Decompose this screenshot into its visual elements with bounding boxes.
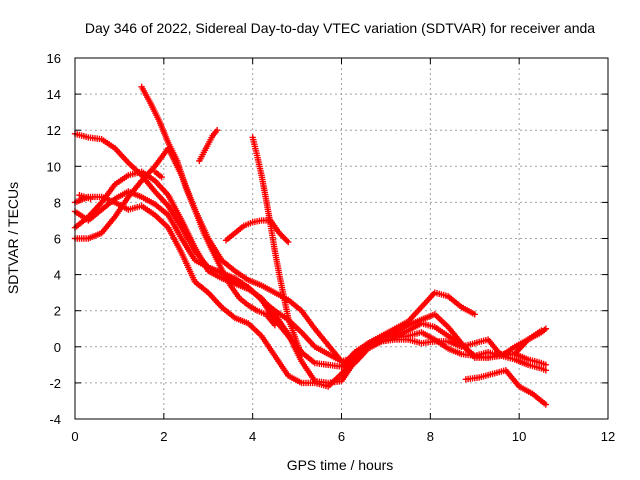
series-track-g bbox=[249, 134, 305, 358]
data-point bbox=[213, 127, 221, 134]
data-point bbox=[298, 350, 305, 358]
y-tick-label: 8 bbox=[54, 195, 61, 210]
y-tick-label: 4 bbox=[54, 268, 61, 283]
data-point bbox=[285, 238, 292, 246]
data-point bbox=[542, 325, 550, 332]
series-track-e bbox=[71, 193, 545, 390]
y-tick-label: 2 bbox=[54, 304, 61, 319]
y-tick-label: -2 bbox=[49, 376, 61, 391]
series-track-h bbox=[222, 217, 292, 246]
y-tick-label: -4 bbox=[49, 412, 61, 427]
data-point bbox=[542, 367, 550, 374]
x-axis-label: GPS time / hours bbox=[287, 457, 394, 473]
y-tick-label: 6 bbox=[54, 232, 61, 247]
data-point bbox=[283, 237, 290, 244]
data-marks bbox=[71, 83, 550, 408]
series-track-j bbox=[151, 168, 165, 181]
data-point bbox=[542, 401, 550, 408]
series-track-k bbox=[462, 367, 550, 408]
data-point bbox=[158, 173, 165, 181]
data-point bbox=[471, 311, 478, 318]
x-tick-label: 4 bbox=[249, 429, 256, 444]
series-track-c bbox=[71, 145, 550, 367]
y-tick-label: 16 bbox=[47, 51, 61, 66]
data-point bbox=[282, 235, 289, 243]
x-tick-label: 12 bbox=[601, 429, 615, 444]
series-track-f bbox=[138, 83, 279, 329]
chart-title: Day 346 of 2022, Sidereal Day-to-day VTE… bbox=[85, 20, 595, 36]
x-tick-label: 10 bbox=[512, 429, 526, 444]
data-point bbox=[280, 234, 287, 241]
plot-frame bbox=[74, 57, 609, 420]
data-point bbox=[87, 195, 94, 202]
series-track-i bbox=[196, 127, 221, 165]
x-tick-label: 2 bbox=[160, 429, 167, 444]
x-tick-label: 0 bbox=[71, 429, 78, 444]
data-point bbox=[271, 321, 279, 329]
series-track-l bbox=[76, 191, 94, 202]
y-axis-label: SDTVAR / TECUs bbox=[5, 182, 21, 294]
axis-ticks: 0 2 4 6 8 10 12 -4 -2 0 2 4 6 8 10 12 14 16 bbox=[47, 51, 616, 444]
data-point bbox=[538, 327, 545, 334]
y-tick-label: 14 bbox=[47, 87, 61, 102]
y-tick-label: 10 bbox=[47, 159, 61, 174]
data-point bbox=[542, 361, 550, 369]
y-tick-label: 0 bbox=[54, 340, 61, 355]
x-tick-label: 6 bbox=[338, 429, 345, 444]
x-tick-label: 8 bbox=[427, 429, 434, 444]
y-tick-label: 12 bbox=[47, 123, 61, 138]
